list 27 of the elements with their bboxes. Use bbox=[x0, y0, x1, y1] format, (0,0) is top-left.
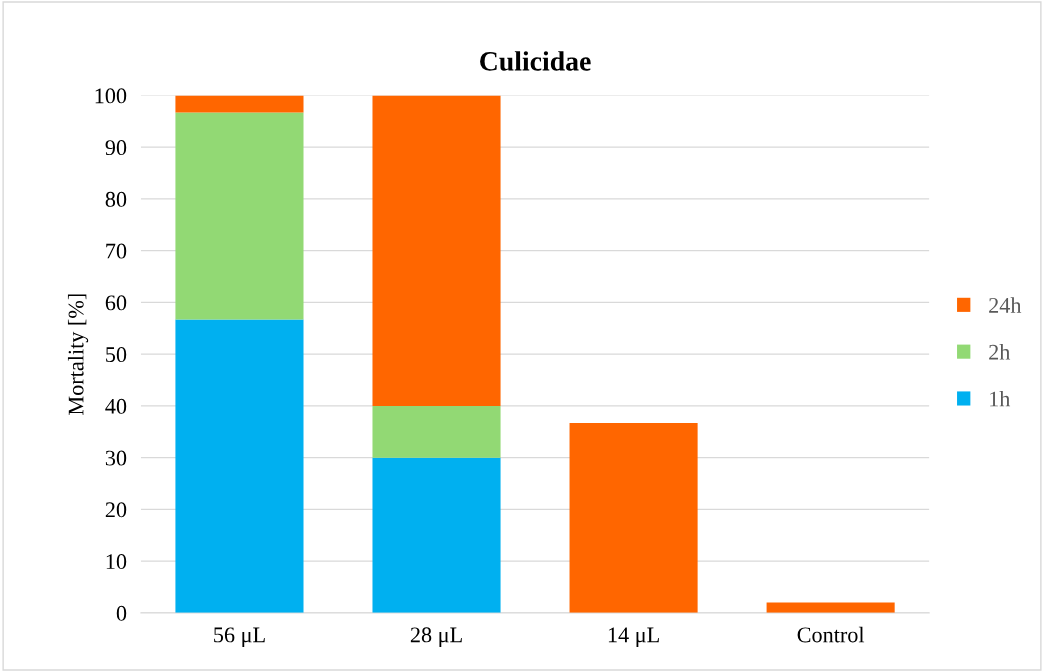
y-tick-label: 50 bbox=[106, 347, 127, 363]
bar bbox=[175, 112, 304, 320]
bar bbox=[372, 405, 501, 458]
y-tick-label: 90 bbox=[105, 140, 127, 156]
chart-title: Culicidae bbox=[480, 51, 591, 71]
x-tick-label: Control bbox=[797, 626, 865, 643]
bar bbox=[372, 457, 501, 613]
bar bbox=[175, 95, 304, 113]
legend-label: 1h bbox=[990, 390, 1011, 407]
y-tick-label: 20 bbox=[105, 502, 127, 518]
x-tick-label: 28 μL bbox=[410, 627, 462, 647]
y-tick-label: 60 bbox=[105, 295, 127, 311]
bar bbox=[569, 422, 698, 613]
bar bbox=[175, 319, 304, 613]
y-tick-label: 0 bbox=[116, 605, 127, 621]
bar bbox=[372, 95, 501, 406]
legend-label: 24h bbox=[989, 297, 1022, 313]
y-tick-label: 10 bbox=[106, 554, 127, 570]
x-tick-label: 56 μL bbox=[214, 627, 265, 647]
y-tick-label: 80 bbox=[105, 191, 127, 207]
legend-label: 2h bbox=[989, 344, 1011, 360]
y-tick-label: 100 bbox=[95, 88, 127, 104]
y-axis-title: Mortality [%] bbox=[67, 294, 89, 415]
x-tick-label: 14 μL bbox=[608, 627, 659, 647]
y-tick-label: 70 bbox=[106, 243, 127, 259]
y-tick-label: 40 bbox=[105, 398, 127, 414]
y-tick-label: 30 bbox=[105, 450, 127, 466]
